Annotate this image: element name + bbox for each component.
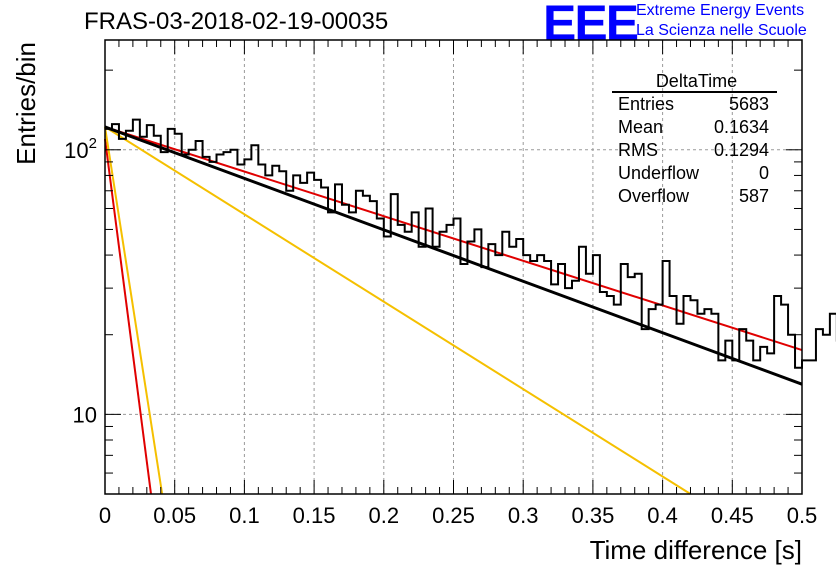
histogram-outline: [105, 118, 836, 369]
stats-row-value-1: 0.1634: [714, 117, 769, 137]
x-tick-label-2: 0.1: [229, 503, 260, 528]
fit-curve-component-gold-fast: [104, 126, 164, 495]
grid-lines: [105, 40, 802, 494]
x-tick-label-6: 0.3: [508, 503, 539, 528]
stats-row-value-2: 0.1294: [714, 140, 769, 160]
y-axis-title: Entries/bin: [11, 42, 41, 165]
x-tick-label-1: 0.05: [153, 503, 196, 528]
stats-row-label-0: Entries: [618, 94, 674, 114]
y-tick-label-1: 102: [64, 135, 97, 163]
x-tick-label-10: 0.5: [787, 503, 818, 528]
stats-row-label-4: Overflow: [618, 186, 690, 206]
stats-row-value-4: 587: [739, 186, 769, 206]
fit-curve-total-fit: [104, 125, 803, 386]
x-tick-label-9: 0.45: [711, 503, 754, 528]
fit-curve-component-gold-slow: [104, 126, 692, 495]
histogram: [105, 118, 836, 369]
stats-box-title: DeltaTime: [656, 71, 737, 91]
axes: 0 0.05 0.1 0.15 0.2 0.25 0.3 0.35 0.4 0.45 0.5 10 10…: [11, 39, 818, 565]
stats-row-value-0: 5683: [729, 94, 769, 114]
logo-subtitle-line1: Extreme Energy Events: [636, 2, 805, 19]
plot-title: FRAS-03-2018-02-19-00035: [84, 8, 389, 35]
fit-curve-component-red-fast: [104, 138, 152, 495]
eee-logo: EEE: [543, 0, 639, 51]
fit-curves: [104, 125, 803, 495]
x-axis-title: Time difference [s]: [590, 535, 802, 565]
x-tick-label-7: 0.35: [571, 503, 614, 528]
fit-curve-component-red-slow: [104, 125, 803, 352]
stats-row-label-2: RMS: [618, 140, 658, 160]
x-tick-label-0: 0: [99, 503, 111, 528]
stats-box: DeltaTime Entries 5683 Mean 0.1634 RMS 0.1294 U…: [612, 71, 777, 206]
stats-row-label-1: Mean: [618, 117, 663, 137]
x-tick-label-8: 0.4: [647, 503, 678, 528]
x-tick-label-5: 0.25: [432, 503, 475, 528]
x-tick-label-3: 0.15: [293, 503, 336, 528]
stats-row-value-3: 0: [759, 163, 769, 183]
y-tick-label-0: 10: [73, 402, 97, 427]
x-tick-label-4: 0.2: [369, 503, 400, 528]
stats-row-label-3: Underflow: [618, 163, 700, 183]
logo-subtitle-line2: La Scienza nelle Scuole: [636, 22, 807, 39]
